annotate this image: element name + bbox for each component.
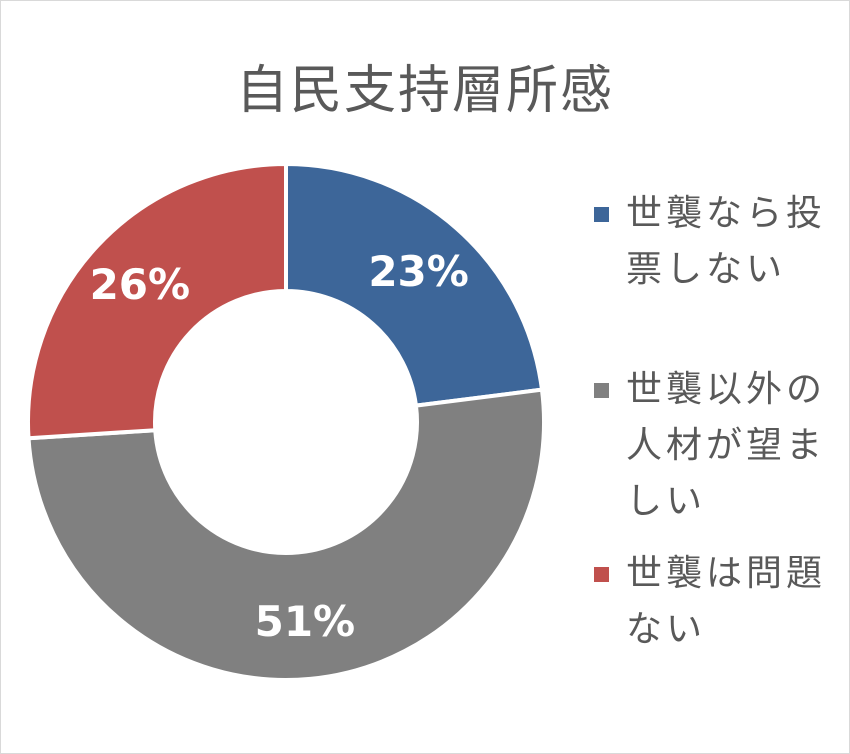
legend-label: 世襲以外の人材が望ましい (626, 369, 827, 522)
legend-swatch (594, 567, 609, 582)
slice-value-label: 51% (255, 597, 356, 646)
legend-label: 世襲なら投票しない (626, 193, 827, 290)
donut-value-labels: 23% 51% 26% (90, 247, 469, 646)
legend-swatch (594, 207, 609, 222)
slice-value-label: 26% (90, 260, 191, 309)
legend-swatch (594, 383, 609, 398)
donut-slices (26, 161, 546, 682)
slice-value-label: 23% (368, 247, 469, 296)
slice-hereditary-no-vote (284, 161, 545, 408)
slice-prefer-non-hereditary (26, 387, 546, 682)
chart-title: 自民支持層所感 (235, 61, 614, 121)
legend-label: 世襲は問題ない (626, 553, 827, 650)
slice-hereditary-ok (26, 161, 288, 441)
